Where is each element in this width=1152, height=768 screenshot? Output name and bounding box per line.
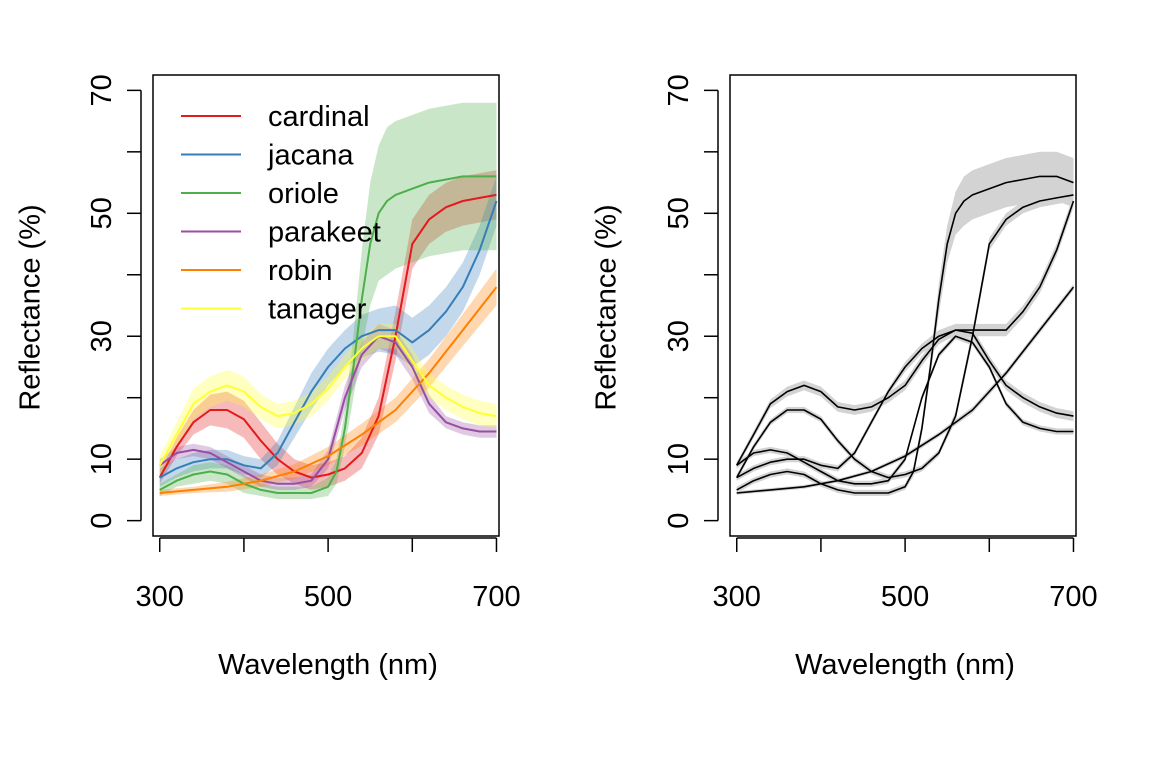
y-tick-label: 30	[663, 320, 695, 352]
oriole-band	[159, 102, 497, 500]
plot-frame	[729, 74, 1077, 537]
y-tick-label: 70	[663, 74, 695, 106]
series-2-line	[736, 200, 1075, 479]
right-panel: 300 500 700 0 10 30 50 70 Wavelength (nm) Reflect…	[591, 74, 1098, 681]
tanager-line	[158, 335, 497, 466]
series-6-line	[735, 329, 1074, 466]
series-3-band	[736, 151, 1074, 497]
x-tick-label: 500	[304, 581, 352, 613]
series-1-line	[735, 194, 1074, 479]
x-axis: 300 500 700	[713, 537, 1098, 613]
y-tick-label: 70	[86, 74, 118, 106]
jacana-line	[159, 200, 498, 479]
y-tick-label: 50	[663, 197, 695, 229]
y-axis-title: Reflectance (%)	[15, 204, 47, 410]
left-panel: 300 500 700 0 10 30 50 70 Wavelength (nm) Reflect…	[15, 74, 521, 681]
oriole-line	[159, 175, 497, 494]
y-tick-label: 50	[86, 197, 118, 229]
legend: cardinal jacana oriole parakeet robin tanager	[181, 101, 381, 326]
x-tick-label: 500	[881, 581, 929, 613]
plot-frame	[152, 74, 500, 537]
x-axis-title: Wavelength (nm)	[795, 649, 1015, 681]
y-tick-label: 10	[663, 443, 695, 475]
series-4-line	[736, 335, 1074, 485]
legend-label-oriole: oriole	[268, 178, 339, 210]
legend-label-parakeet: parakeet	[268, 217, 381, 249]
series-5-line	[736, 286, 1075, 494]
series-lines	[158, 175, 498, 494]
y-axis: 0 10 30 50 70	[663, 74, 719, 529]
legend-label-tanager: tanager	[268, 294, 367, 326]
jacana-band	[159, 176, 497, 487]
y-tick-label: 0	[663, 513, 695, 529]
x-tick-label: 300	[136, 581, 184, 613]
cardinal-band	[159, 170, 497, 490]
y-tick-label: 10	[86, 443, 118, 475]
x-tick-label: 300	[713, 581, 761, 613]
y-tick-label: 30	[86, 320, 118, 352]
robin-line	[159, 286, 498, 494]
series-3-line	[736, 175, 1074, 494]
cardinal-line	[158, 193, 497, 479]
x-tick-label: 700	[1049, 581, 1097, 613]
x-tick-label: 700	[472, 581, 520, 613]
robin-band	[159, 268, 497, 496]
x-axis: 300 500 700	[136, 537, 521, 613]
x-axis-title: Wavelength (nm)	[218, 649, 438, 681]
legend-label-cardinal: cardinal	[268, 101, 370, 133]
legend-label-robin: robin	[268, 255, 333, 287]
y-axis-title: Reflectance (%)	[591, 204, 623, 410]
parakeet-line	[159, 335, 497, 485]
y-tick-label: 0	[86, 513, 118, 529]
series-lines	[735, 175, 1075, 494]
y-axis: 0 10 30 50 70	[86, 74, 142, 529]
legend-label-jacana: jacana	[267, 140, 354, 172]
